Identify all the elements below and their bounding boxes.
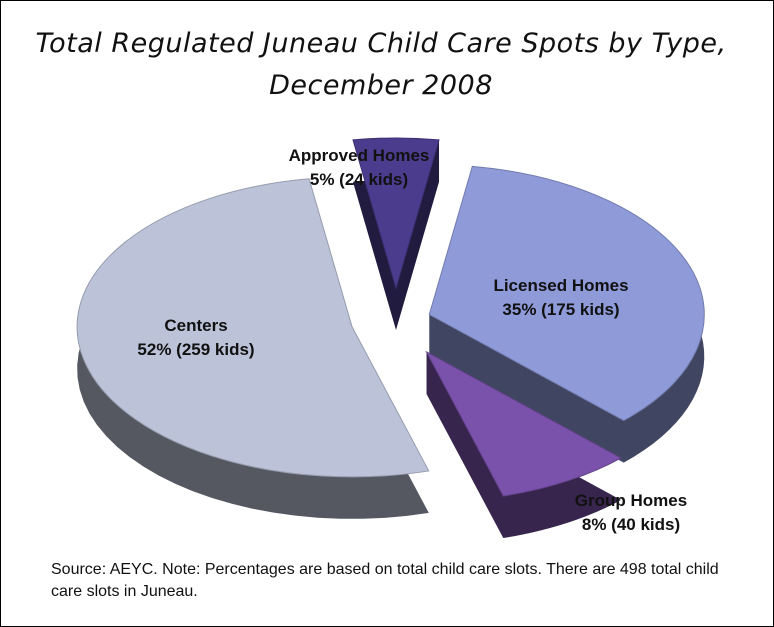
- slice: [428, 165, 705, 422]
- slice: [352, 137, 440, 290]
- slice: [76, 178, 430, 478]
- slice-label: Group Homes: [575, 491, 687, 510]
- slice-label: Licensed Homes: [493, 276, 628, 295]
- slice-value-label: 35% (175 kids): [502, 300, 619, 319]
- chart-title: Total Regulated Juneau Child Care Spots …: [35, 28, 727, 101]
- slice-label: Approved Homes: [289, 146, 430, 165]
- slice-value-label: 5% (24 kids): [310, 170, 408, 189]
- source-note: Source: AEYC. Note: Percentages are base…: [51, 561, 719, 600]
- slice-value-label: 8% (40 kids): [582, 515, 680, 534]
- slice-value-label: 52% (259 kids): [137, 340, 254, 359]
- slice-label: Centers: [164, 316, 227, 335]
- slice: [425, 350, 623, 497]
